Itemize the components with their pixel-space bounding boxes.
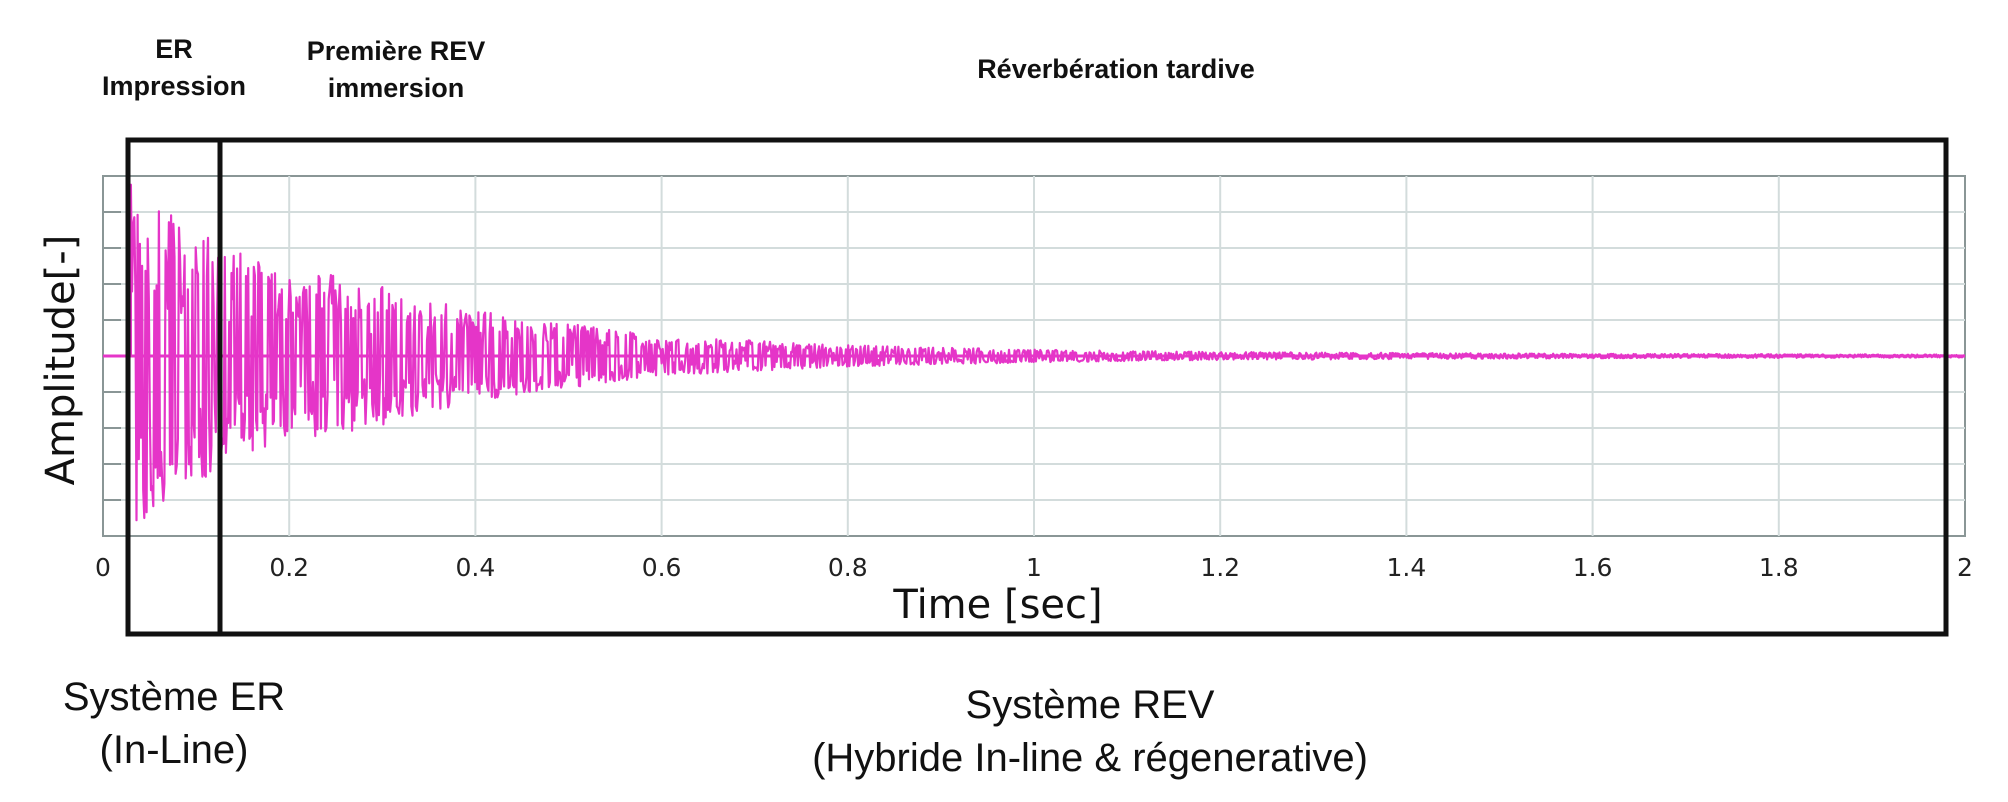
y-axis-title: Amplitude[-] [38,235,84,486]
region-label-tardive: Réverbération tardive [977,54,1255,84]
x-tick-label: 0.4 [456,553,496,582]
system-er-label-line1: Système ER [63,675,285,719]
x-tick-label: 0.2 [269,553,309,582]
x-tick-label: 0.8 [828,553,868,582]
region-label-premiere-line1: Première REV [307,36,486,66]
x-tick-label: 1.2 [1200,553,1240,582]
x-tick-label: 0.6 [642,553,682,582]
x-tick-label: 1.8 [1759,553,1799,582]
x-tick-label: 0 [95,553,111,582]
impulse-response-signal [103,183,1966,522]
system-rev-label-line1: Système REV [966,683,1215,727]
x-tick-label: 1 [1026,553,1042,582]
x-tick-labels: 0 0.2 0.4 0.6 0.8 1 1.2 1.4 1.6 1.8 2 [95,553,1973,582]
system-region-box [125,137,1949,637]
region-label-er-line2: Impression [102,71,246,101]
x-axis-title: Time [sec] [892,582,1102,628]
region-label-er-line1: ER [155,34,193,64]
y-tick-marks [103,175,121,537]
x-tick-label: 1.4 [1387,553,1427,582]
system-rev-label-line2: (Hybride In-line & régenerative) [812,736,1368,780]
x-tick-label: 2 [1957,553,1973,582]
region-label-premiere-line2: immersion [328,73,465,103]
system-er-label-line2: (In-Line) [100,728,249,772]
x-tick-label: 1.6 [1573,553,1613,582]
